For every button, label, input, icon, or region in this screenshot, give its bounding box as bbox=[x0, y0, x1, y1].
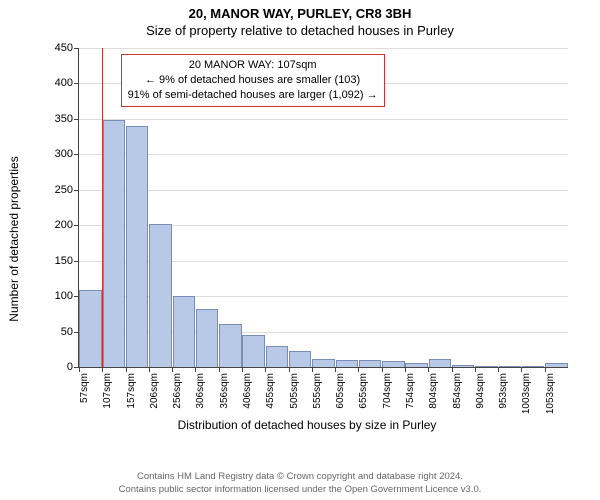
annotation-line3: 91% of semi-detached houses are larger (… bbox=[128, 88, 378, 103]
ytick-label: 100 bbox=[55, 290, 79, 302]
xtick-label: 1003sqm bbox=[521, 373, 532, 414]
reference-line bbox=[102, 48, 103, 367]
xtick-mark bbox=[102, 367, 103, 372]
histogram-bar bbox=[103, 120, 125, 367]
xtick-label: 306sqm bbox=[195, 373, 206, 409]
xtick-label: 804sqm bbox=[428, 373, 439, 409]
histogram-bar bbox=[312, 359, 334, 368]
xtick-mark bbox=[312, 367, 313, 372]
xtick-label: 206sqm bbox=[149, 373, 160, 409]
histogram-bar bbox=[196, 309, 218, 367]
histogram-bar bbox=[452, 365, 474, 367]
xtick-mark bbox=[498, 367, 499, 372]
histogram-bar bbox=[382, 361, 404, 367]
xtick-label: 406sqm bbox=[242, 373, 253, 409]
footer-line1: Contains HM Land Registry data © Crown c… bbox=[0, 471, 600, 483]
ytick-label: 300 bbox=[55, 148, 79, 160]
page-title-line2: Size of property relative to detached ho… bbox=[0, 21, 600, 38]
y-axis-label: Number of detached properties bbox=[7, 156, 21, 321]
histogram-bar bbox=[499, 366, 521, 367]
xtick-label: 57sqm bbox=[79, 373, 90, 403]
xtick-label: 704sqm bbox=[382, 373, 393, 409]
page-title-line1: 20, MANOR WAY, PURLEY, CR8 3BH bbox=[0, 0, 600, 21]
xtick-label: 107sqm bbox=[102, 373, 113, 409]
ytick-label: 450 bbox=[55, 42, 79, 54]
histogram-bar bbox=[289, 351, 311, 367]
xtick-mark bbox=[475, 367, 476, 372]
histogram-bar bbox=[266, 346, 288, 367]
xtick-label: 356sqm bbox=[219, 373, 230, 409]
annotation-line1: 20 MANOR WAY: 107sqm bbox=[128, 58, 378, 73]
xtick-label: 854sqm bbox=[452, 373, 463, 409]
ytick-label: 150 bbox=[55, 255, 79, 267]
xtick-label: 1053sqm bbox=[545, 373, 556, 414]
gridline bbox=[79, 119, 568, 120]
histogram-bar bbox=[219, 324, 241, 367]
xtick-label: 904sqm bbox=[475, 373, 486, 409]
xtick-label: 455sqm bbox=[265, 373, 276, 409]
histogram-bar bbox=[126, 126, 148, 367]
xtick-mark bbox=[405, 367, 406, 372]
xtick-mark bbox=[428, 367, 429, 372]
histogram-bar bbox=[336, 360, 358, 367]
annotation-line2: ← 9% of detached houses are smaller (103… bbox=[128, 73, 378, 88]
xtick-label: 754sqm bbox=[405, 373, 416, 409]
xtick-label: 605sqm bbox=[335, 373, 346, 409]
footer: Contains HM Land Registry data © Crown c… bbox=[0, 471, 600, 496]
xtick-mark bbox=[382, 367, 383, 372]
footer-line2: Contains public sector information licen… bbox=[0, 484, 600, 496]
xtick-label: 505sqm bbox=[289, 373, 300, 409]
histogram-bar bbox=[475, 366, 497, 367]
ytick-label: 50 bbox=[61, 326, 79, 338]
xtick-label: 555sqm bbox=[312, 373, 323, 409]
histogram-bar bbox=[545, 363, 567, 367]
xtick-mark bbox=[545, 367, 546, 372]
plot-area: 20 MANOR WAY: 107sqm ← 9% of detached ho… bbox=[78, 48, 568, 368]
ytick-label: 0 bbox=[67, 361, 79, 373]
xtick-mark bbox=[79, 367, 80, 372]
gridline bbox=[79, 154, 568, 155]
xtick-mark bbox=[265, 367, 266, 372]
ytick-label: 200 bbox=[55, 219, 79, 231]
xtick-mark bbox=[242, 367, 243, 372]
histogram-bar bbox=[405, 363, 427, 367]
xtick-label: 655sqm bbox=[358, 373, 369, 409]
histogram-bar bbox=[359, 360, 381, 367]
gridline bbox=[79, 190, 568, 191]
xtick-mark bbox=[452, 367, 453, 372]
annotation-box: 20 MANOR WAY: 107sqm ← 9% of detached ho… bbox=[121, 54, 385, 107]
gridline bbox=[79, 48, 568, 49]
xtick-mark bbox=[149, 367, 150, 372]
xtick-mark bbox=[195, 367, 196, 372]
histogram-bar bbox=[79, 290, 101, 367]
ytick-label: 250 bbox=[55, 184, 79, 196]
histogram-bar bbox=[149, 224, 171, 367]
x-axis-label: Distribution of detached houses by size … bbox=[32, 418, 582, 432]
xtick-mark bbox=[219, 367, 220, 372]
xtick-mark bbox=[289, 367, 290, 372]
xtick-mark bbox=[126, 367, 127, 372]
xtick-label: 256sqm bbox=[172, 373, 183, 409]
histogram-bar bbox=[429, 359, 451, 368]
xtick-mark bbox=[521, 367, 522, 372]
xtick-label: 157sqm bbox=[126, 373, 137, 409]
histogram-bar bbox=[173, 296, 195, 367]
histogram-bar bbox=[242, 335, 264, 367]
xtick-mark bbox=[335, 367, 336, 372]
ytick-label: 400 bbox=[55, 77, 79, 89]
ytick-label: 350 bbox=[55, 113, 79, 125]
chart-container: Number of detached properties 20 MANOR W… bbox=[32, 44, 582, 434]
xtick-mark bbox=[172, 367, 173, 372]
xtick-mark bbox=[358, 367, 359, 372]
histogram-bar bbox=[522, 366, 544, 367]
xtick-label: 953sqm bbox=[498, 373, 509, 409]
